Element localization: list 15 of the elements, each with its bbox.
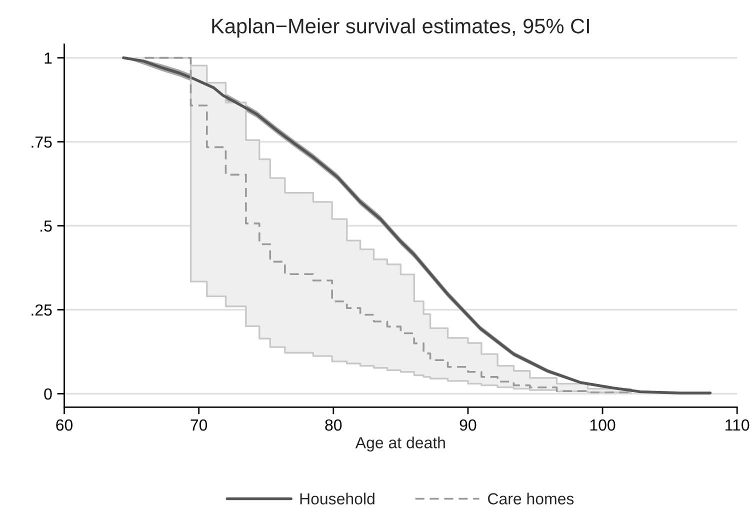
y-tick-label: .5: [40, 220, 52, 232]
y-tick-label: .75: [32, 136, 52, 148]
y-tick-label: .25: [32, 304, 52, 316]
y-tick-label: 1: [44, 52, 52, 64]
x-tick-label: 90: [460, 419, 476, 431]
y-tick-label: 0: [44, 388, 52, 400]
x-tick-label: 60: [56, 419, 73, 431]
x-tick-label: 80: [325, 419, 342, 431]
x-tick-label: 70: [190, 419, 208, 431]
x-tick-label: 100: [590, 419, 616, 431]
x-tick-label: 110: [726, 419, 750, 431]
legend-label: Household: [300, 492, 374, 504]
legend-label: Care homes: [488, 492, 574, 504]
x-axis-title: Age at death: [355, 436, 445, 452]
chart-title: Kaplan−Meier survival estimates, 95% CI: [212, 18, 589, 38]
